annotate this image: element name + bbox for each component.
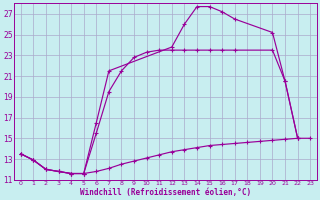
X-axis label: Windchill (Refroidissement éolien,°C): Windchill (Refroidissement éolien,°C) (80, 188, 251, 197)
